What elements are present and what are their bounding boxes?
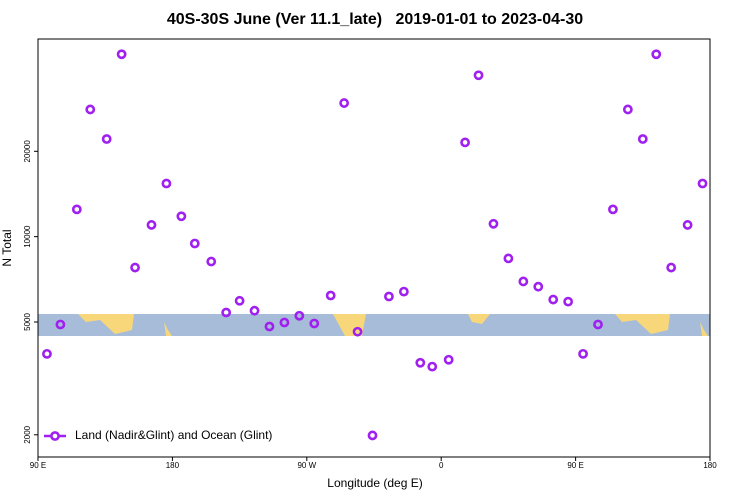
- data-point: [415, 357, 426, 368]
- data-point: [563, 296, 574, 307]
- x-tick-label: 90 E: [567, 461, 583, 470]
- data-point: [85, 104, 96, 115]
- data-point: [651, 49, 662, 60]
- data-point: [518, 276, 529, 287]
- data-point: [161, 178, 172, 189]
- data-point: [697, 178, 708, 189]
- data-point: [176, 211, 187, 222]
- data-point: [384, 291, 394, 302]
- data-point: [666, 262, 677, 273]
- data-point: [206, 256, 217, 267]
- data-point: [443, 354, 454, 365]
- data-point: [682, 220, 693, 230]
- map-strip: [38, 314, 710, 336]
- data-point: [279, 317, 290, 328]
- data-point: [146, 220, 157, 230]
- data-point: [398, 286, 409, 297]
- data-point: [71, 204, 82, 215]
- data-point: [339, 98, 350, 108]
- data-point: [473, 70, 484, 81]
- data-point: [101, 134, 112, 144]
- data-point: [234, 295, 245, 306]
- data-point: [325, 290, 336, 301]
- x-tick-label: 180: [166, 461, 180, 470]
- data-point: [488, 218, 499, 229]
- data-point: [608, 204, 618, 215]
- data-point: [427, 361, 438, 372]
- chart-title: 40S-30S June (Ver 11.1_late) 2019-01-01 …: [167, 11, 583, 28]
- data-point: [352, 326, 363, 337]
- data-point: [533, 281, 544, 292]
- data-point: [503, 253, 514, 264]
- data-point: [221, 307, 232, 318]
- data-point: [189, 238, 200, 249]
- y-tick-label: 2000: [23, 425, 32, 443]
- y-tick-label: 20000: [23, 140, 32, 163]
- x-tick-label: 0: [439, 461, 444, 470]
- data-point: [116, 49, 127, 60]
- y-tick-label: 5000: [23, 313, 32, 331]
- data-point: [578, 348, 588, 359]
- data-point: [294, 310, 305, 321]
- x-tick-label: 90 E: [30, 461, 46, 470]
- data-point: [130, 262, 140, 273]
- x-axis-label: Longitude (deg E): [327, 476, 422, 490]
- data-point: [622, 104, 633, 115]
- data-point: [548, 294, 559, 305]
- data-point: [249, 305, 260, 316]
- data-point: [42, 348, 52, 359]
- data-point: [593, 319, 603, 330]
- data-point: [309, 318, 320, 329]
- legend-label: Land (Nadir&Glint) and Ocean (Glint): [75, 428, 272, 442]
- y-tick-label: 10000: [23, 225, 32, 248]
- legend-swatch: [50, 431, 60, 441]
- x-tick-label: 90 W: [297, 461, 316, 470]
- data-point: [264, 321, 275, 332]
- data-point: [367, 430, 378, 441]
- data-point: [55, 319, 66, 330]
- data-point: [637, 134, 648, 144]
- y-axis-label: N Total: [0, 229, 14, 266]
- plot-frame: [37, 38, 711, 458]
- x-tick-label: 180: [703, 461, 717, 470]
- data-point: [460, 137, 470, 148]
